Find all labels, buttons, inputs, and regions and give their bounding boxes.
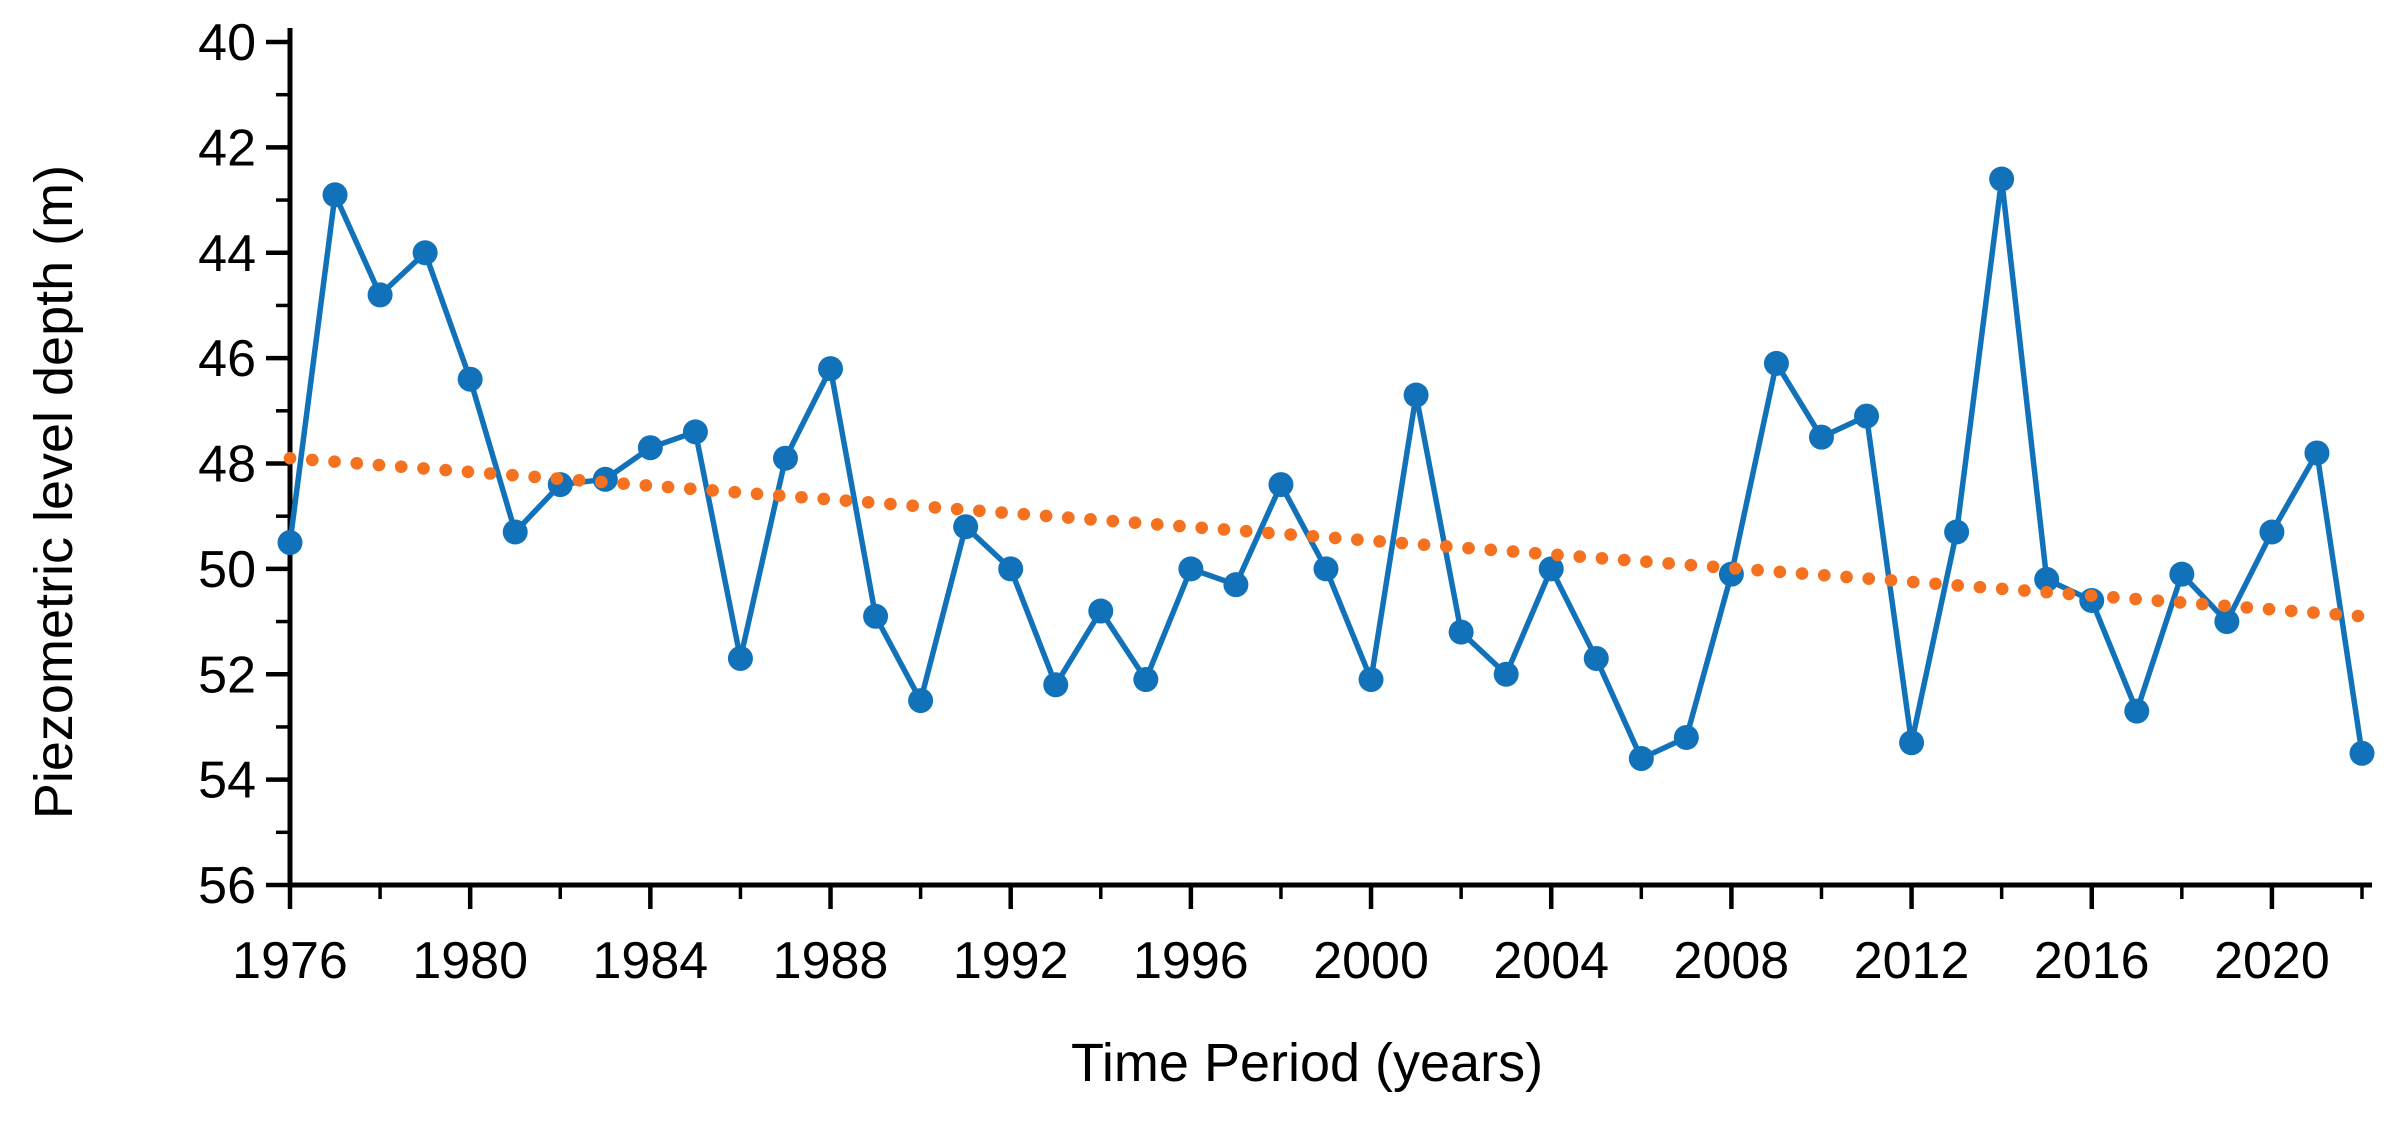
depth-data-point [1808, 424, 1834, 450]
depth-data-point [2169, 561, 2195, 587]
depth-data-point [908, 688, 934, 714]
depth-data-point [1448, 619, 1474, 645]
x-tick-label: 2008 [1674, 932, 1790, 990]
depth-data-point [772, 445, 798, 471]
y-tick-label: 46 [198, 330, 256, 388]
depth-data-point [322, 182, 348, 208]
depth-data-point [682, 419, 708, 445]
x-axis-title: Time Period (years) [1070, 1033, 1544, 1093]
x-tick-label: 2000 [1313, 932, 1429, 990]
depth-data-point [727, 645, 753, 671]
depth-data-point [2349, 740, 2375, 766]
x-tick-label: 1996 [1133, 932, 1249, 990]
depth-data-point [2214, 609, 2240, 635]
depth-data-point [2034, 566, 2060, 592]
depth-data-point [412, 240, 438, 266]
depth-data-point [1268, 472, 1294, 498]
x-tick-label: 1980 [412, 932, 528, 990]
depth-data-point [953, 514, 979, 540]
depth-data-point [457, 366, 483, 392]
depth-data-point [1043, 672, 1069, 698]
x-tick-label: 1976 [232, 932, 348, 990]
y-tick-label: 48 [198, 436, 256, 494]
depth-data-point [1854, 403, 1880, 429]
depth-data-point [1763, 350, 1789, 376]
x-tick-label: 2016 [2034, 932, 2150, 990]
x-tick-label: 1988 [773, 932, 889, 990]
x-tick-label: 1984 [593, 932, 709, 990]
x-tick-label: 2020 [2214, 932, 2330, 990]
x-tick-label: 2004 [1493, 932, 1609, 990]
depth-data-point [1088, 598, 1114, 624]
depth-data-point [2304, 440, 2330, 466]
y-tick-label: 44 [198, 225, 256, 283]
depth-data-point [1673, 724, 1699, 750]
depth-data-point [2124, 698, 2150, 724]
depth-data-point [502, 519, 528, 545]
depth-data-point [1358, 667, 1384, 693]
depth-data-point [1583, 645, 1609, 671]
depth-data-point [1403, 382, 1429, 408]
depth-data-point [1899, 730, 1925, 756]
y-tick-label: 52 [198, 646, 256, 704]
depth-data-point [1178, 556, 1204, 582]
depth-data-point [367, 282, 393, 308]
y-tick-label: 56 [198, 857, 256, 915]
depth-data-point [1628, 746, 1654, 772]
depth-data-point [1944, 519, 1970, 545]
depth-data-point [1133, 667, 1159, 693]
depth-data-point [863, 603, 889, 629]
y-tick-label: 40 [198, 14, 256, 72]
x-tick-label: 2012 [1854, 932, 1970, 990]
trendline-dotted [283, 451, 2369, 623]
depth-data-point [1538, 556, 1564, 582]
depth-data-point [1313, 556, 1339, 582]
depth-data-point [1989, 166, 2015, 192]
x-tick-label: 1992 [953, 932, 1069, 990]
depth-data-point [998, 556, 1024, 582]
depth-data-point [818, 356, 844, 382]
y-axis-title: Piezometric level depth (m) [24, 164, 84, 820]
depth-data-point [637, 435, 663, 461]
depth-data-point [1493, 661, 1519, 687]
y-tick-label: 50 [198, 541, 256, 599]
y-tick-label: 54 [198, 752, 256, 810]
depth-data-point [1223, 572, 1249, 598]
y-tick-label: 42 [198, 119, 256, 177]
depth-data-point [2259, 519, 2285, 545]
depth-data-point [277, 530, 303, 556]
